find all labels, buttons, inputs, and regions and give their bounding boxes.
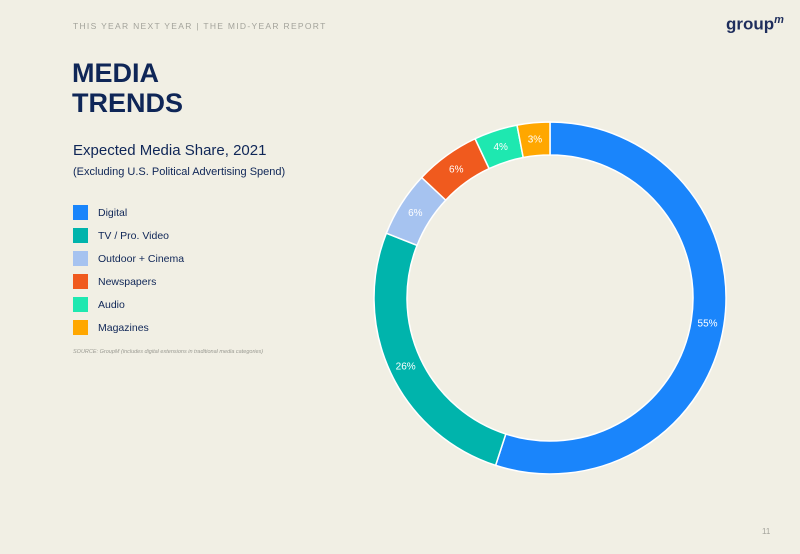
legend-item: Digital (73, 201, 184, 224)
legend-item: Audio (73, 293, 184, 316)
legend-label: Digital (98, 206, 128, 219)
legend-swatch (73, 297, 88, 312)
legend-label: TV / Pro. Video (98, 229, 170, 242)
slice-label: 6% (408, 208, 423, 219)
legend-swatch (73, 228, 88, 243)
title-line-2: TRENDS (72, 88, 184, 118)
chart-subtitle: (Excluding U.S. Political Advertising Sp… (73, 166, 286, 178)
legend-swatch (73, 320, 88, 335)
legend-item: TV / Pro. Video (73, 224, 184, 247)
slice-tv-pro-video (373, 232, 507, 467)
legend-label: Magazines (98, 321, 149, 334)
legend-label: Newspapers (98, 275, 157, 288)
report-header: THIS YEAR NEXT YEAR | THE MID-YEAR REPOR… (73, 21, 327, 31)
slice-label: 26% (396, 361, 416, 372)
legend: Digital TV / Pro. Video Outdoor + Cinema Ne… (73, 201, 184, 339)
slice-label: 55% (698, 318, 718, 329)
groupm-logo: groupm (726, 14, 784, 35)
slice-label: 6% (449, 164, 464, 175)
page-title: MEDIA TRENDS (72, 58, 183, 118)
title-line-1: MEDIA (72, 58, 159, 88)
legend-swatch (73, 274, 88, 289)
source-note: SOURCE: GroupM (includes digital extensi… (73, 349, 264, 355)
page-number: 11 (762, 527, 771, 536)
logo-sup: m (774, 14, 784, 26)
slice-magazines (516, 121, 551, 159)
legend-swatch (73, 251, 88, 266)
slice-digital (494, 121, 727, 475)
slice-label: 4% (493, 142, 508, 153)
slice-label: 3% (528, 135, 543, 146)
legend-label: Outdoor + Cinema (98, 252, 185, 265)
legend-item: Newspapers (73, 270, 184, 293)
legend-item: Outdoor + Cinema (73, 247, 184, 270)
legend-item: Magazines (73, 316, 184, 339)
legend-swatch (73, 205, 88, 220)
logo-text: group (726, 14, 775, 34)
chart-title: Expected Media Share, 2021 (73, 142, 267, 159)
legend-label: Audio (98, 298, 125, 311)
